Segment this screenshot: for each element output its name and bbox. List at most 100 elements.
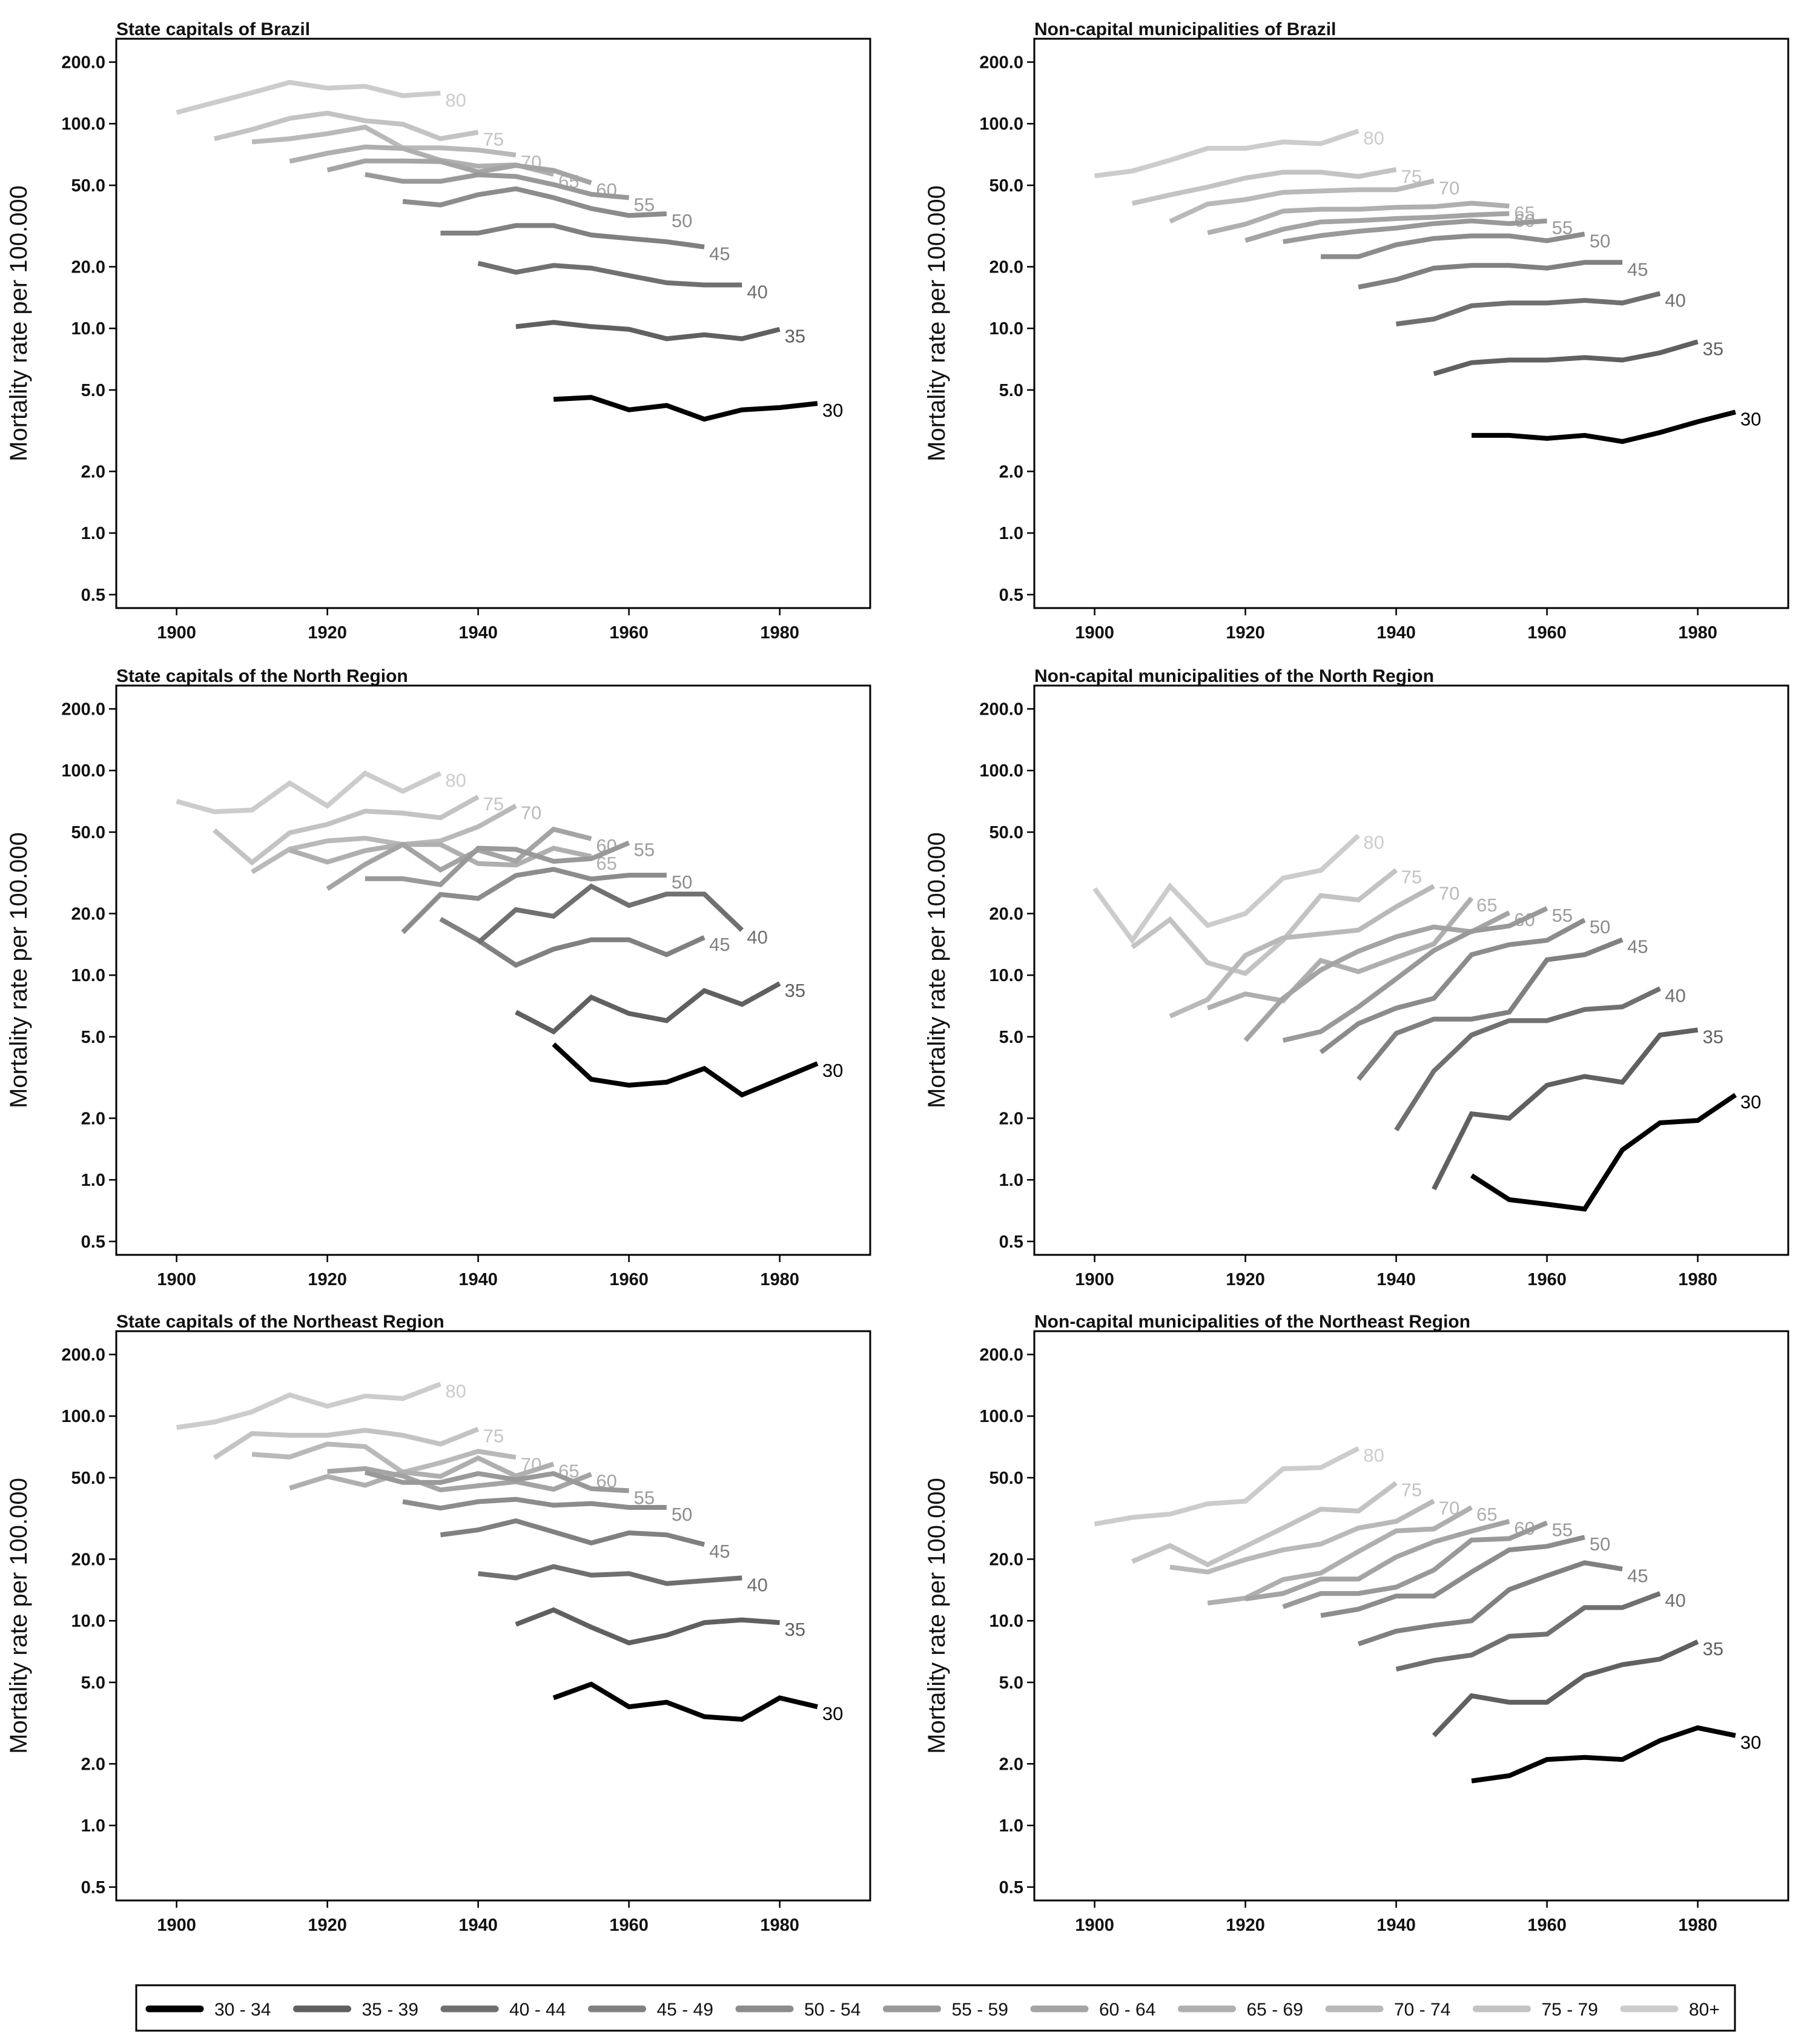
x-tick-label: 1960 [1527, 1916, 1567, 1935]
series-end-label: 55 [1552, 905, 1573, 926]
x-tick-label: 1900 [1075, 623, 1114, 643]
series-line-80 [176, 1381, 441, 1430]
series-end-label: 30 [822, 400, 843, 421]
x-tick-label: 1940 [1376, 1270, 1416, 1289]
legend-label: 60 - 64 [1099, 2000, 1155, 2020]
series-line-30 [552, 1681, 818, 1722]
series-line-75 [1131, 868, 1398, 976]
series-end-label: 80 [445, 1380, 466, 1401]
x-tick-label: 1980 [1678, 1270, 1717, 1289]
x-tick-label: 1900 [157, 1270, 196, 1289]
y-tick-label: 10.0 [71, 319, 105, 339]
series-line-55 [1283, 218, 1547, 245]
series-line-65 [1207, 1505, 1473, 1606]
chart-title: State capitals of the Northeast Region [116, 1312, 444, 1332]
series-end-label: 45 [709, 934, 730, 955]
series-end-label: 35 [785, 980, 805, 1001]
series-end-label: 80 [1363, 1445, 1384, 1466]
legend: 30 - 34 35 - 39 40 - 44 45 - 49 50 - 54 55 - … [135, 1984, 1736, 2032]
legend-item: 45 - 49 [588, 2000, 713, 2020]
legend-label: 30 - 34 [214, 2000, 271, 2020]
series-line-35 [515, 1607, 780, 1645]
y-tick-label: 100.0 [61, 114, 105, 134]
legend-item: 30 - 34 [145, 2000, 271, 2020]
legend-label: 40 - 44 [509, 2000, 566, 2020]
series-end-label: 75 [1401, 1480, 1422, 1501]
series-line-30 [1470, 1093, 1737, 1212]
series-end-label: 80 [1363, 832, 1384, 853]
series-end-label: 40 [1665, 1590, 1685, 1611]
series-end-label: 30 [822, 1060, 843, 1081]
legend-item: 50 - 54 [735, 2000, 861, 2020]
legend-item: 80+ [1620, 2000, 1720, 2020]
y-tick-label: 50.0 [71, 176, 105, 196]
x-tick-label: 1900 [1075, 1270, 1114, 1289]
chart-panel-2: Non-capital municipalities of Brazil 200.… [923, 19, 1789, 643]
x-tick-label: 1960 [1527, 1270, 1567, 1289]
series-line-75 [213, 110, 479, 142]
series-end-label: 30 [822, 1703, 843, 1724]
series-end-label: 75 [1401, 867, 1422, 888]
series-line-35 [1433, 339, 1699, 377]
y-tick-label: 5.0 [999, 381, 1023, 400]
series-end-label: 30 [1740, 1732, 1761, 1753]
chart-title: Non-capital municipalities of the Northe… [1034, 1312, 1470, 1332]
y-tick-label: 100.0 [61, 761, 105, 781]
y-tick-label: 10.0 [71, 1612, 105, 1631]
series-line-80 [176, 79, 441, 115]
y-tick-label: 2.0 [999, 462, 1023, 481]
series-line-45 [1356, 937, 1624, 1081]
series-line-65 [289, 1455, 555, 1490]
y-tick-label: 5.0 [81, 1028, 105, 1047]
y-tick-label: 2.0 [999, 1755, 1023, 1774]
series-end-label: 40 [747, 281, 767, 302]
x-tick-label: 1960 [609, 1270, 649, 1289]
series-end-label: 50 [672, 210, 692, 231]
panels: State capitals of Brazil 200.0 100.0 50.0 20… [5, 19, 1789, 1935]
series-line-65 [1207, 200, 1510, 236]
y-axis-title: Mortality rate per 100.000 [5, 185, 32, 461]
series-line-45 [440, 1518, 705, 1547]
x-tick-label: 1980 [760, 1916, 799, 1935]
plot-frame [1033, 1330, 1789, 1902]
legend-label: 80+ [1689, 2000, 1720, 2020]
series-end-label: 45 [1627, 936, 1648, 958]
y-tick-label: 2.0 [81, 1755, 105, 1774]
series-end-label: 80 [445, 90, 466, 111]
y-tick-label: 0.5 [999, 1878, 1023, 1897]
series-end-label: 35 [1703, 1027, 1723, 1048]
legend-item: 35 - 39 [293, 2000, 418, 2020]
series-end-label: 70 [521, 802, 541, 824]
y-tick-label: 20.0 [71, 257, 105, 277]
x-tick-label: 1920 [308, 1916, 347, 1935]
series-line-60 [1244, 211, 1510, 243]
x-tick-label: 1980 [760, 623, 799, 643]
series-line-55 [365, 841, 630, 887]
series-line-40 [1396, 291, 1661, 326]
series-line-65 [1206, 896, 1474, 1011]
y-axis-title: Mortality rate per 100.000 [923, 1478, 950, 1754]
series-line-35 [1432, 1027, 1699, 1191]
series-line-75 [1131, 1481, 1398, 1567]
series-line-55 [1282, 906, 1548, 1043]
series-line-55 [364, 1470, 629, 1493]
series-end-label: 65 [1476, 1504, 1497, 1525]
legend-item: 70 - 74 [1325, 2000, 1450, 2020]
series-line-55 [365, 172, 629, 200]
legend-item: 75 - 79 [1473, 2000, 1598, 2020]
x-tick-label: 1940 [458, 1916, 498, 1935]
series-line-60 [327, 1466, 592, 1493]
series-line-80 [1094, 1446, 1360, 1527]
y-tick-label: 100.0 [61, 1407, 105, 1426]
series-line-70 [1169, 884, 1435, 1019]
series-end-label: 30 [1740, 1091, 1761, 1113]
legend-label: 65 - 69 [1247, 2000, 1303, 2020]
y-tick-label: 0.5 [999, 1232, 1023, 1252]
series-line-60 [326, 158, 592, 185]
series-line-35 [1432, 1639, 1699, 1738]
series-end-label: 75 [483, 793, 504, 815]
chart-title: Non-capital municipalities of the North … [1034, 666, 1434, 686]
y-tick-label: 10.0 [989, 966, 1023, 985]
y-tick-label: 200.0 [979, 53, 1023, 73]
y-tick-label: 100.0 [979, 1407, 1023, 1426]
